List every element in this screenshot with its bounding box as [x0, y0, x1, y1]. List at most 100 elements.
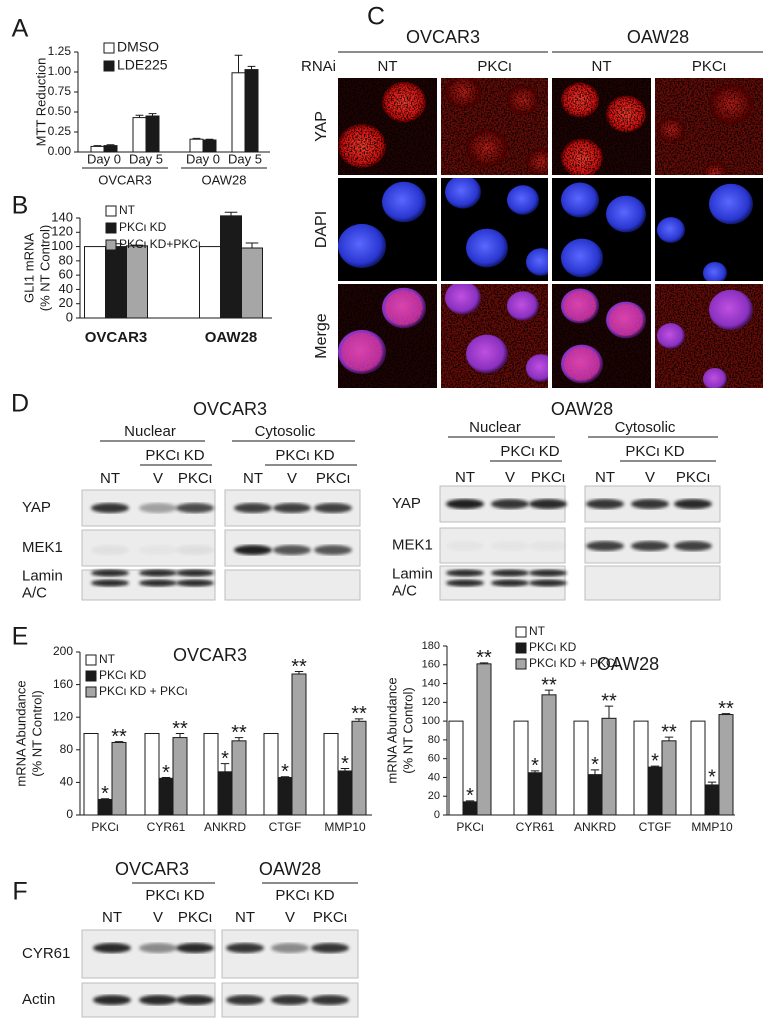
row-label: MEK1 — [392, 536, 433, 553]
micrograph — [441, 78, 548, 175]
row-label: Lamin — [22, 567, 63, 584]
error-bar — [707, 781, 717, 785]
bar — [105, 246, 127, 319]
blot-band — [446, 579, 484, 587]
micrograph — [441, 284, 548, 388]
blot-band — [176, 503, 214, 513]
micrograph — [338, 178, 437, 281]
blot-band — [273, 545, 311, 555]
condition-label: PKCι — [692, 58, 726, 75]
lane-label: V — [287, 470, 297, 487]
y-tick-label: 80 — [60, 742, 74, 756]
lane-label: NT — [235, 909, 255, 926]
nucleus-overlay — [609, 304, 643, 336]
nucleus — [561, 138, 603, 175]
blot-band — [631, 499, 669, 509]
bar — [476, 663, 492, 816]
lane-label: NT — [100, 470, 120, 487]
bar — [587, 774, 603, 816]
lane-label: V — [645, 469, 655, 486]
error-bar — [130, 244, 144, 246]
significance-mark: * — [221, 748, 229, 770]
row-label: Actin — [22, 991, 55, 1008]
bar — [241, 247, 263, 319]
y-axis-label: GLI1 mRNA — [21, 233, 36, 303]
bar — [527, 772, 543, 816]
blot-band — [139, 569, 177, 577]
error-bar — [479, 662, 489, 664]
blot-band — [446, 499, 484, 509]
legend-swatch — [515, 642, 527, 654]
y-tick-label: 40 — [428, 771, 440, 783]
panel-letter: C — [367, 3, 385, 31]
legend-label: LDE225 — [117, 57, 168, 73]
legend-label: PKCι KD — [99, 668, 147, 682]
x-tick-label: ANKRD — [574, 820, 616, 834]
bar — [199, 246, 221, 319]
nucleus — [657, 117, 685, 143]
bar — [172, 737, 188, 816]
cell-line-label: OVCAR3 — [406, 27, 480, 47]
row-label: CYR61 — [22, 945, 70, 962]
significance-mark: ** — [231, 722, 247, 744]
x-tick-label: Day 0 — [186, 151, 220, 166]
nucleus — [657, 323, 685, 349]
lane-label: PKCι — [316, 470, 350, 487]
x-tick-label: CTGF — [639, 820, 672, 834]
x-tick-label: MMP10 — [691, 820, 733, 834]
bar — [448, 720, 464, 816]
blot-band — [176, 995, 214, 1005]
row-label: YAP — [392, 495, 421, 512]
lane-label: V — [153, 470, 163, 487]
blot-band — [491, 541, 529, 551]
blot-band — [139, 579, 177, 587]
blot-band — [91, 579, 129, 587]
y-tick-label: 80 — [428, 734, 440, 746]
bar — [351, 720, 367, 816]
lane-label: NT — [243, 470, 263, 487]
x-tick-label: PKCι — [91, 820, 119, 834]
blot-band — [176, 943, 214, 953]
condition-label: PKCι — [477, 58, 511, 75]
panel-letter: A — [12, 15, 29, 43]
blot-band — [91, 503, 129, 513]
significance-mark: ** — [718, 698, 734, 720]
blot-band — [271, 995, 309, 1005]
x-tick-label: Day 5 — [228, 151, 262, 166]
y-tick-label: 200 — [53, 644, 73, 658]
lane-label: V — [285, 909, 295, 926]
y-tick-label: 180 — [422, 640, 440, 652]
y-tick-label: 0 — [66, 309, 73, 324]
error-bar — [294, 671, 304, 675]
bar — [647, 766, 663, 816]
blot-band — [529, 569, 567, 577]
fraction-label: Cytosolic — [615, 419, 676, 436]
significance-mark: * — [651, 750, 659, 772]
blot-membrane — [224, 569, 361, 601]
bar — [277, 777, 293, 816]
y-tick-label: 160 — [53, 677, 73, 691]
nucleus — [382, 181, 426, 223]
nucleus — [703, 367, 727, 388]
cell-line-label: OAW28 — [627, 27, 689, 47]
y-tick-label: 20 — [59, 295, 73, 310]
significance-mark: * — [591, 754, 599, 776]
error-bar — [245, 242, 259, 248]
bar — [202, 139, 217, 153]
blot-band — [176, 569, 214, 577]
x-tick-label: CYR61 — [147, 820, 186, 834]
y-tick-label: 100 — [422, 715, 440, 727]
error-bar — [220, 763, 230, 772]
blot-title: OVCAR3 — [193, 399, 267, 419]
nucleus — [606, 195, 646, 233]
error-bar — [590, 769, 600, 775]
y-tick-label: 0.75 — [48, 84, 72, 98]
nucleus — [703, 161, 727, 175]
y-tick-label: 40 — [59, 281, 73, 296]
fraction-label: Nuclear — [124, 423, 176, 440]
error-bar — [135, 114, 144, 118]
y-tick-label: 140 — [51, 209, 73, 224]
bar — [337, 770, 353, 816]
